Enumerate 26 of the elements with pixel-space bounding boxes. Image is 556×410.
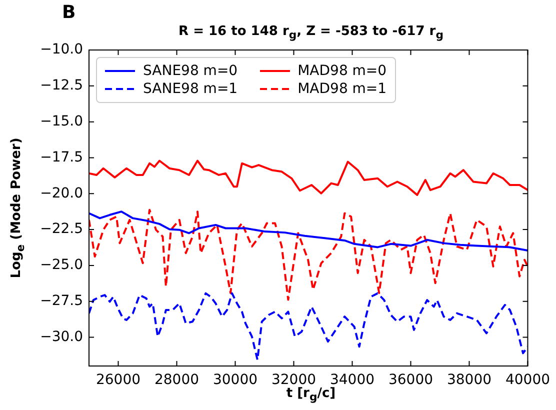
x-tick-label: 28000 bbox=[154, 372, 200, 388]
legend-label: SANE98 m=1 bbox=[143, 81, 238, 97]
y-tick-label: −15.0 bbox=[40, 113, 83, 130]
x-tick-label: 32000 bbox=[271, 372, 316, 388]
x-tick-label: 26000 bbox=[96, 372, 141, 388]
y-tick-label: −12.5 bbox=[40, 78, 83, 94]
x-tick-label: 38000 bbox=[446, 372, 492, 388]
x-tick-label: 30000 bbox=[212, 372, 258, 388]
legend-label: SANE98 m=0 bbox=[143, 63, 238, 79]
y-tick-label: −10.0 bbox=[40, 42, 83, 58]
x-tick-label: 40000 bbox=[505, 372, 550, 388]
chart-title: R = 16 to 148 r$_{g}$, Z = -583 to -617 r$_{g}$ bbox=[178, 24, 444, 42]
y-tick-label: −22.5 bbox=[40, 221, 83, 238]
y-tick-label: −25.0 bbox=[40, 257, 83, 274]
x-tick-label: 34000 bbox=[330, 372, 375, 388]
y-tick-label: −17.5 bbox=[40, 149, 83, 166]
y-tick-label: −30.0 bbox=[40, 328, 83, 345]
legend-label: MAD98 m=1 bbox=[298, 81, 387, 97]
line-series bbox=[89, 208, 528, 301]
x-axis-title: t [r$_{g}$/c] bbox=[286, 386, 336, 404]
x-tick-label: 36000 bbox=[388, 372, 434, 388]
y-tick-label: −27.5 bbox=[40, 293, 83, 310]
y-tick-label: −20.0 bbox=[40, 185, 83, 202]
legend-label: MAD98 m=0 bbox=[298, 63, 387, 79]
text: B bbox=[62, 2, 76, 23]
line-series bbox=[89, 292, 528, 361]
